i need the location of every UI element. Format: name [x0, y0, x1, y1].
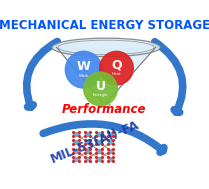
Text: MIL-53(Al)-FA: MIL-53(Al)-FA — [48, 119, 141, 166]
Bar — [73, 149, 79, 153]
Text: Performance: Performance — [62, 103, 147, 116]
Circle shape — [100, 51, 133, 85]
Text: Work: Work — [78, 74, 89, 78]
Circle shape — [84, 72, 117, 106]
Bar — [73, 132, 79, 136]
Text: W: W — [77, 60, 90, 73]
Bar — [96, 140, 102, 144]
Bar — [85, 157, 90, 161]
Text: Energie: Energie — [93, 93, 108, 97]
Bar — [96, 157, 102, 161]
Ellipse shape — [52, 38, 161, 57]
Bar — [96, 149, 102, 153]
Polygon shape — [57, 47, 156, 105]
Bar — [73, 140, 79, 144]
Bar — [73, 157, 79, 161]
Bar — [85, 140, 90, 144]
Ellipse shape — [99, 103, 110, 107]
Text: Q: Q — [111, 59, 122, 72]
Circle shape — [65, 51, 102, 88]
Bar — [96, 132, 102, 136]
Bar — [108, 149, 113, 153]
Bar — [85, 149, 90, 153]
Bar — [108, 157, 113, 161]
Bar — [85, 132, 90, 136]
Bar — [108, 132, 113, 136]
Text: U: U — [96, 80, 106, 93]
Text: Heat: Heat — [112, 72, 121, 76]
Bar — [108, 140, 113, 144]
Text: MECHANICAL ENERGY STORAGE: MECHANICAL ENERGY STORAGE — [0, 19, 209, 32]
